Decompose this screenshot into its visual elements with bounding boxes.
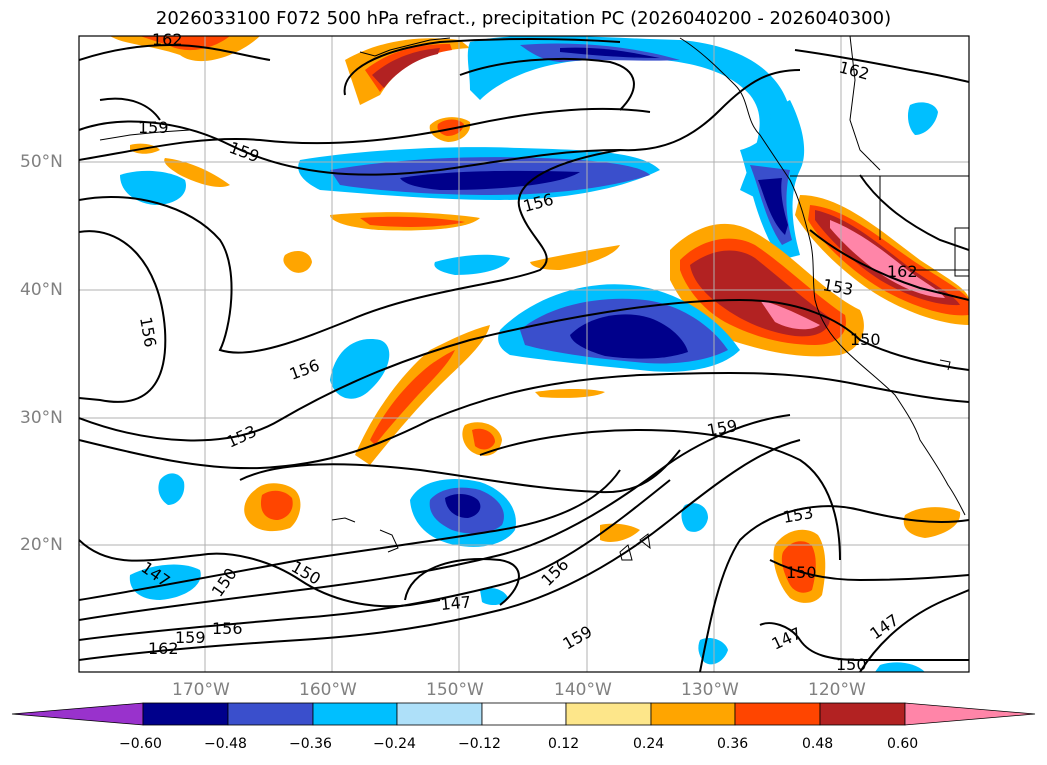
lat-label: 30°N <box>20 408 63 428</box>
colorbar-segment <box>481 702 567 726</box>
colorbar-segment <box>312 702 398 726</box>
colorbar-segment <box>396 702 483 726</box>
colorbar-segment <box>650 702 736 726</box>
contour-label: 147 <box>440 592 472 614</box>
lat-label: 50°N <box>20 152 63 172</box>
colorbar-tick-label: 0.24 <box>633 736 665 752</box>
contour-label: 150 <box>786 563 817 582</box>
colorbar-segment <box>11 702 144 726</box>
colorbar-tick-label: −0.60 <box>119 736 162 752</box>
contour-label: 150 <box>836 655 867 674</box>
colorbar-tick-label: −0.24 <box>373 736 416 752</box>
contour-label: 162 <box>152 30 183 49</box>
colorbar-segment <box>904 702 1036 726</box>
contour-label: 156 <box>212 619 243 638</box>
colorbar-segment <box>142 702 229 726</box>
lat-label: 20°N <box>20 535 63 555</box>
coastlines <box>99 36 969 561</box>
lon-label: 130°W <box>681 680 739 700</box>
colorbar-tick-label: −0.12 <box>458 736 501 752</box>
contour-label: 162 <box>887 262 918 281</box>
map-frame <box>78 35 970 673</box>
contour-label: 162 <box>148 639 179 658</box>
colorbar-tick-label: 0.12 <box>548 736 580 752</box>
contour-label: 159 <box>175 628 206 647</box>
colorbar-tick-label: 0.48 <box>802 736 834 752</box>
lon-label: 170°W <box>172 680 230 700</box>
lon-label: 150°W <box>426 680 484 700</box>
contour-label: 150 <box>850 330 881 349</box>
map-title: 2026033100 F072 500 hPa refract., precip… <box>155 8 892 29</box>
colorbar <box>11 702 1036 726</box>
lat-label: 40°N <box>20 280 63 300</box>
colorbar-tick-label: 0.36 <box>717 736 749 752</box>
colorbar-segment <box>565 702 652 726</box>
colorbar-segment <box>819 702 906 726</box>
precipitation-shading <box>110 36 969 672</box>
colorbar-tick-label: −0.36 <box>289 736 332 752</box>
colorbar-tick-label: 0.60 <box>887 736 919 752</box>
refractivity-contours <box>79 38 969 672</box>
colorbar-segment <box>227 702 314 726</box>
colorbar-tick-label: −0.48 <box>204 736 247 752</box>
lon-label: 160°W <box>299 680 357 700</box>
colorbar-segment <box>734 702 821 726</box>
lon-label: 120°W <box>808 680 866 700</box>
lon-label: 140°W <box>554 680 612 700</box>
contour-label: 159 <box>138 118 169 137</box>
